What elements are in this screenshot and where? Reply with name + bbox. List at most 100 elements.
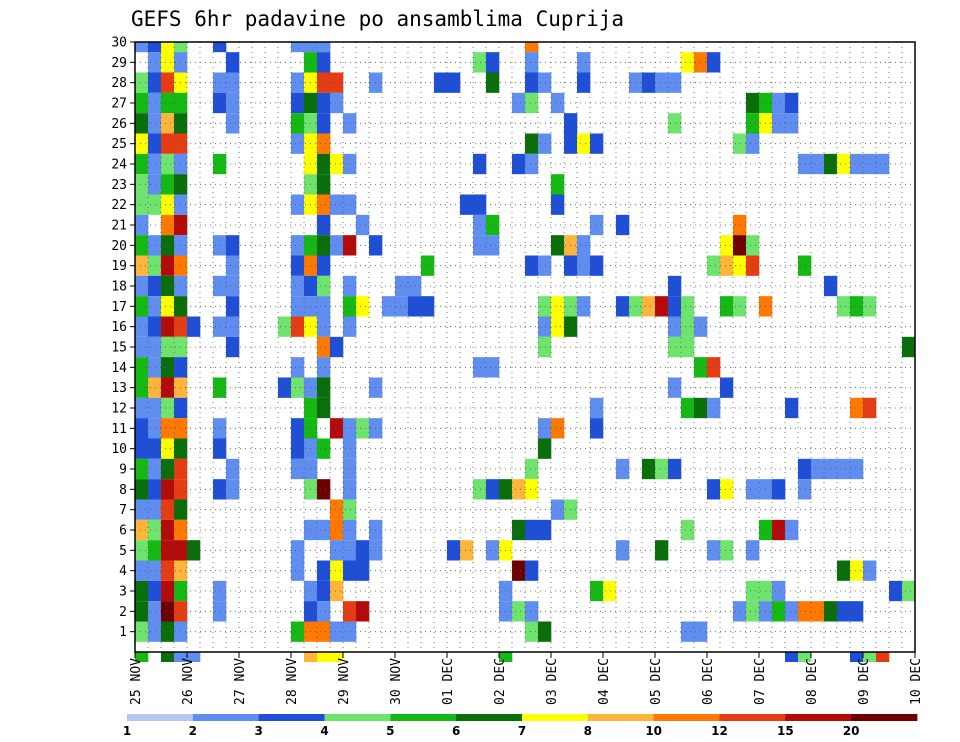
x-tick-label: 06 DEC xyxy=(701,658,716,705)
heatmap-cell xyxy=(148,479,162,500)
heatmap-cell xyxy=(863,153,877,175)
heatmap-cell xyxy=(681,52,695,73)
heatmap-cell xyxy=(707,479,721,500)
heatmap-cell xyxy=(135,438,149,459)
heatmap-cell xyxy=(343,519,357,541)
heatmap-cell xyxy=(226,235,240,256)
heatmap-cell xyxy=(213,72,227,93)
heatmap-cell xyxy=(330,519,344,541)
colorbar-label: 4 xyxy=(320,724,328,738)
heatmap-cell xyxy=(135,499,149,520)
heatmap-cell xyxy=(343,621,357,642)
heatmap-cell xyxy=(148,255,162,276)
heatmap-cell xyxy=(681,316,695,337)
heatmap-cell xyxy=(863,560,877,581)
heatmap-cell xyxy=(707,52,721,73)
x-axis-ticks: 25 NOV 26 NOV 27 NOV 28 NOV 29 NOV 30 NOV 01 D… xyxy=(129,652,924,705)
heatmap-cell xyxy=(291,438,305,459)
heatmap-cell xyxy=(135,275,149,297)
heatmap-cell xyxy=(551,499,565,520)
heatmap-cell xyxy=(317,174,331,195)
heatmap-cell xyxy=(187,316,201,337)
heatmap-cell xyxy=(148,499,162,520)
heatmap-cell xyxy=(161,519,175,541)
heatmap-cell xyxy=(785,113,799,134)
heatmap-cell xyxy=(226,296,240,317)
y-tick-label: 1 xyxy=(119,625,127,640)
heatmap-cell xyxy=(798,601,812,622)
heatmap-cell xyxy=(148,316,162,337)
heatmap-cell xyxy=(161,377,175,398)
heatmap-cell xyxy=(512,479,526,500)
heatmap-cell xyxy=(603,580,617,602)
heatmap-cell xyxy=(291,235,305,256)
heatmap-cell xyxy=(161,499,175,520)
heatmap-cell xyxy=(785,92,799,114)
heatmap-cell xyxy=(746,92,760,114)
heatmap-cell xyxy=(226,113,240,134)
heatmap-cell xyxy=(746,580,760,602)
heatmap-cell xyxy=(148,519,162,541)
heatmap-cell xyxy=(668,72,682,93)
heatmap-cell xyxy=(317,194,331,215)
heatmap-cell xyxy=(291,357,305,378)
heatmap-cell xyxy=(486,540,500,561)
heatmap-cell xyxy=(330,72,344,93)
heatmap-cell xyxy=(278,316,292,337)
heatmap-cell xyxy=(330,194,344,215)
heatmap-cell xyxy=(850,601,864,622)
heatmap-cell xyxy=(525,92,539,114)
x-tick-label: 05 DEC xyxy=(649,658,664,705)
heatmap-cell xyxy=(720,235,734,256)
heatmap-cell xyxy=(317,316,331,337)
heatmap-cell xyxy=(317,42,331,53)
heatmap-cell xyxy=(850,652,864,662)
heatmap-cell xyxy=(720,255,734,276)
heatmap-cell xyxy=(707,540,721,561)
heatmap-cell xyxy=(291,458,305,480)
heatmap-cell xyxy=(538,519,552,541)
colorbar-label: 5 xyxy=(386,724,394,738)
heatmap-cell xyxy=(655,296,669,317)
heatmap-cell xyxy=(473,153,487,175)
heatmap-cell xyxy=(135,357,149,378)
heatmap-cell xyxy=(525,255,539,276)
heatmap-cell xyxy=(135,601,149,622)
heatmap-cell xyxy=(213,377,227,398)
heatmap-cell xyxy=(161,153,175,175)
heatmap-cell xyxy=(317,153,331,175)
heatmap-cell xyxy=(161,458,175,480)
heatmap-cell xyxy=(343,560,357,581)
heatmap-cell xyxy=(746,113,760,134)
heatmap-cell xyxy=(681,336,695,358)
heatmap-cell xyxy=(811,153,825,175)
y-tick-label: 8 xyxy=(119,483,127,498)
heatmap-cell xyxy=(720,296,734,317)
heatmap-cell xyxy=(161,113,175,134)
heatmap-cell xyxy=(213,601,227,622)
heatmap-cell xyxy=(226,336,240,358)
heatmap-cell xyxy=(382,296,396,317)
heatmap-cell xyxy=(733,296,747,317)
heatmap-cell xyxy=(330,621,344,642)
heatmap-cell xyxy=(837,560,851,581)
heatmap-cell xyxy=(863,652,877,662)
heatmap-cell xyxy=(148,458,162,480)
heatmap-cell xyxy=(525,458,539,480)
heatmap-cell xyxy=(616,458,630,480)
heatmap-cell xyxy=(161,235,175,256)
heatmap-cell xyxy=(746,479,760,500)
heatmap-cell xyxy=(733,235,747,256)
colorbar-segment xyxy=(719,714,786,721)
heatmap-cell xyxy=(460,540,474,561)
heatmap-cell xyxy=(356,560,370,581)
y-tick-label: 20 xyxy=(111,239,127,254)
colorbar-segment xyxy=(258,714,325,721)
heatmap-cell xyxy=(135,458,149,480)
heatmap-cell xyxy=(213,418,227,439)
colorbar-segment xyxy=(587,714,655,721)
heatmap-cell xyxy=(135,336,149,358)
heatmap-cell xyxy=(551,174,565,195)
heatmap-cell xyxy=(577,296,591,317)
heatmap-cell xyxy=(161,357,175,378)
